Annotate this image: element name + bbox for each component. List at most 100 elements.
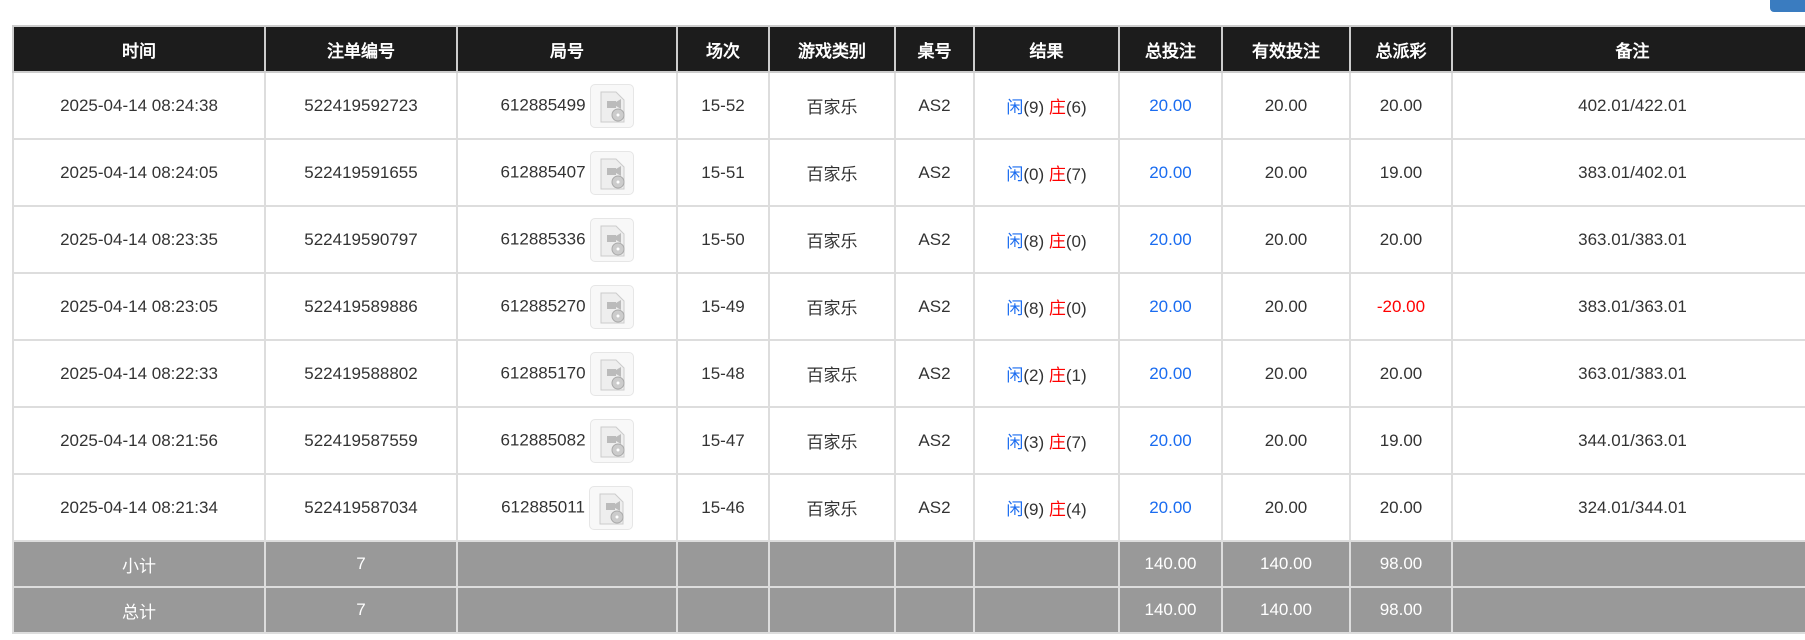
table-no-cell: AS2 (894, 473, 975, 542)
player-label: 闲 (1006, 165, 1024, 184)
empty-cell (894, 586, 975, 634)
total-bet-cell: 20.00 (1118, 272, 1223, 341)
payout-cell: 20.00 (1349, 71, 1453, 140)
round-number: 612885336 (500, 228, 586, 248)
total-bet-cell: 20.00 (1118, 406, 1223, 475)
empty-cell (676, 540, 770, 588)
empty-cell (768, 586, 896, 634)
video-file-icon[interactable] (589, 150, 634, 195)
banker-label: 庄 (1048, 299, 1066, 318)
video-file-icon[interactable] (589, 284, 634, 329)
table-no-cell: AS2 (894, 71, 975, 140)
player-label: 闲 (1006, 232, 1024, 251)
payout-cell: -20.00 (1349, 272, 1453, 341)
header-remark: 备注 (1451, 25, 1805, 73)
banker-score: (4) (1065, 500, 1087, 519)
header-bet-id: 注单编号 (264, 25, 458, 73)
round-cell: 612885170 (456, 339, 678, 408)
empty-cell (894, 540, 975, 588)
player-score: (8) (1023, 299, 1045, 318)
result-cell: 闲(9) 庄(6) (973, 71, 1120, 140)
video-file-icon[interactable] (589, 351, 634, 396)
round-number: 612885270 (500, 295, 586, 315)
payout-cell: 20.00 (1349, 339, 1453, 408)
game-type-cell: 百家乐 (768, 138, 896, 207)
session-cell: 15-49 (676, 272, 770, 341)
table-row: 2025-04-14 08:23:05 522419589886 6128852… (12, 272, 1805, 341)
empty-cell (1451, 540, 1805, 588)
banker-label: 庄 (1048, 433, 1066, 452)
summary-label: 小计 (12, 540, 266, 588)
header-time: 时间 (12, 25, 266, 73)
game-type-cell: 百家乐 (768, 406, 896, 475)
time-cell: 2025-04-14 08:23:05 (12, 272, 266, 341)
table-no-cell: AS2 (894, 138, 975, 207)
table-row: 2025-04-14 08:23:35 522419590797 6128853… (12, 205, 1805, 274)
bet-id-cell: 522419589886 (264, 272, 458, 341)
round-number: 612885082 (500, 429, 586, 449)
banker-label: 庄 (1048, 232, 1066, 251)
round-number: 612885407 (500, 161, 586, 181)
empty-cell (973, 586, 1120, 634)
player-score: (3) (1023, 433, 1045, 452)
video-file-icon[interactable] (588, 485, 633, 530)
time-cell: 2025-04-14 08:21:56 (12, 406, 266, 475)
empty-cell (768, 540, 896, 588)
table-no-cell: AS2 (894, 406, 975, 475)
time-cell: 2025-04-14 08:21:34 (12, 473, 266, 542)
session-cell: 15-50 (676, 205, 770, 274)
table-no-cell: AS2 (894, 339, 975, 408)
player-label: 闲 (1006, 433, 1024, 452)
banker-label: 庄 (1048, 366, 1066, 385)
result-cell: 闲(8) 庄(0) (973, 272, 1120, 341)
top-right-button[interactable] (1770, 0, 1805, 12)
session-cell: 15-46 (676, 473, 770, 542)
valid-bet-cell: 20.00 (1221, 272, 1351, 341)
valid-bet-cell: 20.00 (1221, 205, 1351, 274)
total-bet-cell: 20.00 (1118, 339, 1223, 408)
summary-valid-bet: 140.00 (1221, 586, 1351, 634)
total-bet-cell: 20.00 (1118, 205, 1223, 274)
banker-score: (1) (1065, 366, 1087, 385)
summary-label: 总计 (12, 586, 266, 634)
banker-score: (0) (1065, 299, 1087, 318)
time-cell: 2025-04-14 08:22:33 (12, 339, 266, 408)
video-file-icon[interactable] (589, 83, 634, 128)
player-score: (8) (1023, 232, 1045, 251)
summary-valid-bet: 140.00 (1221, 540, 1351, 588)
table-row: 2025-04-14 08:24:05 522419591655 6128854… (12, 138, 1805, 207)
bet-id-cell: 522419587559 (264, 406, 458, 475)
header-game-type: 游戏类别 (768, 25, 896, 73)
header-result: 结果 (973, 25, 1120, 73)
banker-score: (6) (1065, 98, 1087, 117)
header-round: 局号 (456, 25, 678, 73)
empty-cell (973, 540, 1120, 588)
round-number: 612885499 (500, 94, 586, 114)
summary-payout: 98.00 (1349, 540, 1453, 588)
round-cell: 612885336 (456, 205, 678, 274)
payout-cell: 19.00 (1349, 138, 1453, 207)
banker-score: (0) (1065, 232, 1087, 251)
player-label: 闲 (1006, 500, 1024, 519)
empty-cell (676, 586, 770, 634)
video-file-icon[interactable] (589, 418, 634, 463)
player-label: 闲 (1006, 366, 1024, 385)
summary-payout: 98.00 (1349, 586, 1453, 634)
session-cell: 15-52 (676, 71, 770, 140)
payout-cell: 20.00 (1349, 473, 1453, 542)
payout-cell: 19.00 (1349, 406, 1453, 475)
summary-count: 7 (264, 540, 458, 588)
valid-bet-cell: 20.00 (1221, 138, 1351, 207)
summary-row: 小计 7 140.00 140.00 98.00 (12, 540, 1805, 588)
remark-cell: 383.01/363.01 (1451, 272, 1805, 341)
summary-count: 7 (264, 586, 458, 634)
video-file-icon[interactable] (589, 217, 634, 262)
empty-cell (1451, 586, 1805, 634)
payout-cell: 20.00 (1349, 205, 1453, 274)
bet-records-table: 时间 注单编号 局号 场次 游戏类别 桌号 结果 总投注 有效投注 总派彩 备注 2025-04-1… (12, 25, 1805, 634)
result-cell: 闲(3) 庄(7) (973, 406, 1120, 475)
player-score: (2) (1023, 366, 1045, 385)
round-cell: 612885407 (456, 138, 678, 207)
player-score: (9) (1023, 98, 1045, 117)
summary-total-bet: 140.00 (1118, 586, 1223, 634)
